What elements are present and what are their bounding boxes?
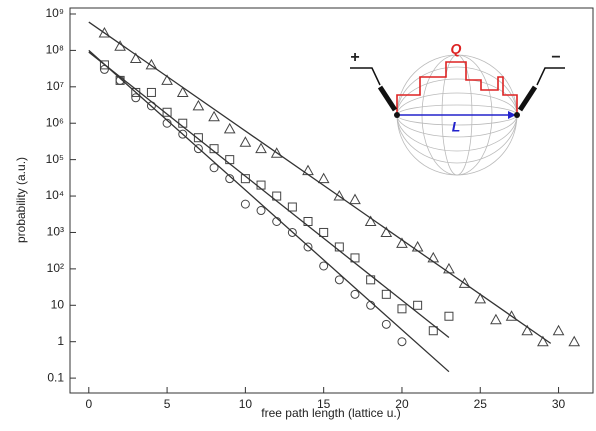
- circle-marker: [178, 129, 188, 139]
- y-tick-label: 10⁸: [46, 43, 64, 57]
- triangle-marker: [537, 335, 549, 347]
- x-axis-title: free path length (lattice u.): [261, 406, 400, 420]
- circle-marker: [319, 261, 329, 271]
- triangle-marker: [98, 26, 111, 38]
- square-marker: [287, 202, 297, 212]
- triangle-marker: [349, 193, 361, 205]
- triangle-marker: [396, 237, 408, 248]
- triangle-marker: [208, 110, 220, 122]
- minus-label: −: [551, 49, 560, 66]
- triangle-marker: [568, 335, 581, 347]
- triangle-marker: [364, 215, 377, 226]
- fit-line: [88, 49, 450, 373]
- square-marker: [413, 300, 423, 310]
- square-marker: [381, 289, 391, 299]
- circle-marker: [131, 93, 141, 103]
- triangle-marker: [239, 136, 252, 147]
- square-marker: [334, 242, 344, 252]
- triangle-marker: [552, 324, 565, 336]
- fit-line: [88, 51, 450, 339]
- triangle-marker: [161, 74, 173, 85]
- square-marker: [444, 311, 454, 321]
- circle-marker: [303, 242, 313, 252]
- y-tick-label: 10⁷: [46, 79, 64, 93]
- y-tick-label: 10²: [47, 261, 64, 275]
- triangle-marker: [333, 190, 346, 201]
- square-marker: [162, 107, 172, 117]
- plot-frame: [69, 7, 594, 394]
- triangle-marker: [443, 262, 455, 274]
- triangle-marker: [458, 277, 471, 288]
- x-tick-label: 20: [395, 397, 409, 411]
- triangle-marker: [411, 240, 424, 252]
- plus-label: +: [350, 49, 359, 66]
- square-marker: [397, 304, 407, 314]
- y-tick-label: 10³: [47, 225, 64, 239]
- circle-marker: [99, 64, 109, 74]
- triangle-marker: [380, 226, 393, 237]
- x-tick-label: 0: [85, 397, 92, 411]
- triangle-marker: [474, 292, 487, 304]
- y-tick-label: 10⁵: [46, 152, 64, 166]
- circle-marker: [381, 319, 391, 329]
- x-tick-label: 25: [474, 397, 488, 411]
- x-tick-label: 15: [317, 397, 331, 411]
- circle-marker: [240, 199, 250, 209]
- triangle-marker: [129, 52, 142, 63]
- x-tick-label: 5: [164, 397, 171, 411]
- square-marker: [193, 133, 203, 143]
- triangle-marker: [176, 86, 189, 97]
- triangle-marker: [427, 251, 440, 263]
- triangle-marker: [521, 324, 534, 336]
- x-tick-label: 30: [552, 397, 566, 411]
- inset-diagram: [350, 54, 565, 176]
- y-tick-label: 1: [57, 334, 64, 348]
- triangle-marker: [490, 313, 502, 325]
- triangle-marker: [192, 99, 205, 111]
- square-marker: [225, 155, 235, 165]
- circle-marker: [193, 144, 203, 154]
- triangle-marker: [302, 164, 314, 176]
- square-marker: [428, 326, 438, 336]
- y-tick-label: 0.1: [47, 370, 64, 384]
- circle-marker: [287, 227, 297, 237]
- y-tick-label: 10⁴: [45, 188, 64, 202]
- x-tick-label: 10: [239, 397, 253, 411]
- square-marker: [272, 191, 282, 201]
- fit-line: [88, 21, 552, 344]
- triangle-marker: [317, 172, 330, 184]
- circle-marker: [350, 289, 360, 299]
- charge-label: Q: [451, 41, 462, 57]
- circle-marker: [256, 206, 266, 216]
- square-marker: [350, 253, 360, 263]
- triangle-marker: [270, 147, 283, 158]
- y-axis-title: probability (a.u.): [14, 157, 28, 243]
- square-marker: [99, 60, 109, 70]
- square-marker: [319, 227, 329, 237]
- y-tick-label: 10⁶: [46, 115, 64, 129]
- y-tick-label: 10: [51, 297, 65, 311]
- circle-marker: [397, 337, 407, 347]
- square-marker: [146, 87, 156, 97]
- triangle-marker: [223, 122, 236, 134]
- circle-marker: [225, 174, 235, 184]
- y-tick-label: 10⁹: [46, 6, 65, 20]
- circle-marker: [334, 275, 344, 285]
- triangle-marker: [505, 310, 518, 321]
- circle-marker: [209, 163, 219, 173]
- triangle-marker: [255, 142, 267, 154]
- length-label: L: [452, 119, 461, 135]
